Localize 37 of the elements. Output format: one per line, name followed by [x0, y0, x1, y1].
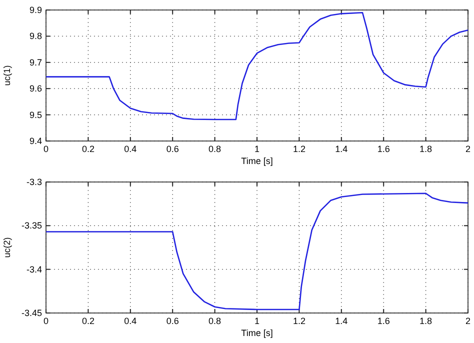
- y-axis-title: uc(2): [2, 237, 12, 258]
- x-tick-label: 0.6: [166, 144, 179, 154]
- x-tick-label: 0.4: [124, 144, 137, 154]
- x-tick-label: 0.2: [82, 144, 94, 154]
- x-tick-label: 1.6: [377, 144, 390, 154]
- y-tick-label: -3.3: [26, 177, 42, 187]
- y-tick-label: 9.6: [29, 84, 42, 94]
- x-tick-label: 1: [254, 316, 260, 326]
- x-tick-label: 0.2: [82, 316, 94, 326]
- x-tick-label: 1.8: [420, 144, 432, 154]
- y-tick-label: 9.7: [29, 57, 42, 68]
- x-tick-label: 1: [254, 144, 260, 154]
- x-tick-label: 0.8: [208, 316, 222, 326]
- y-tick-label: 9.8: [29, 31, 42, 42]
- x-tick-label: 0: [43, 316, 49, 326]
- x-axis-title: Time [s]: [241, 328, 273, 338]
- y-tick-label: 9.9: [29, 5, 42, 15]
- x-tick-label: 1.2: [292, 144, 306, 154]
- x-axis-title: Time [s]: [241, 156, 273, 166]
- x-tick-label: 1.6: [377, 316, 390, 326]
- x-tick-label: 1.4: [335, 144, 348, 154]
- x-tick-label: 0.6: [166, 316, 179, 326]
- x-tick-label: 1.2: [292, 316, 306, 326]
- x-tick-label: 1.8: [420, 316, 432, 326]
- x-tick-label: 0.8: [208, 144, 222, 154]
- y-tick-label: -3.35: [21, 220, 42, 231]
- x-tick-label: 2: [465, 144, 471, 154]
- x-tick-label: 1.4: [335, 316, 348, 326]
- y-tick-label: -3.4: [26, 264, 42, 274]
- y-axis-title: uc(1): [2, 65, 12, 86]
- y-tick-label: 9.5: [29, 110, 42, 120]
- line-series: [45, 192, 469, 310]
- y-tick-label: -3.45: [21, 308, 42, 318]
- x-tick-label: 0: [43, 144, 49, 154]
- x-tick-label: 2: [465, 316, 471, 326]
- y-tick-label: 9.4: [29, 136, 42, 146]
- x-tick-label: 0.4: [124, 316, 137, 326]
